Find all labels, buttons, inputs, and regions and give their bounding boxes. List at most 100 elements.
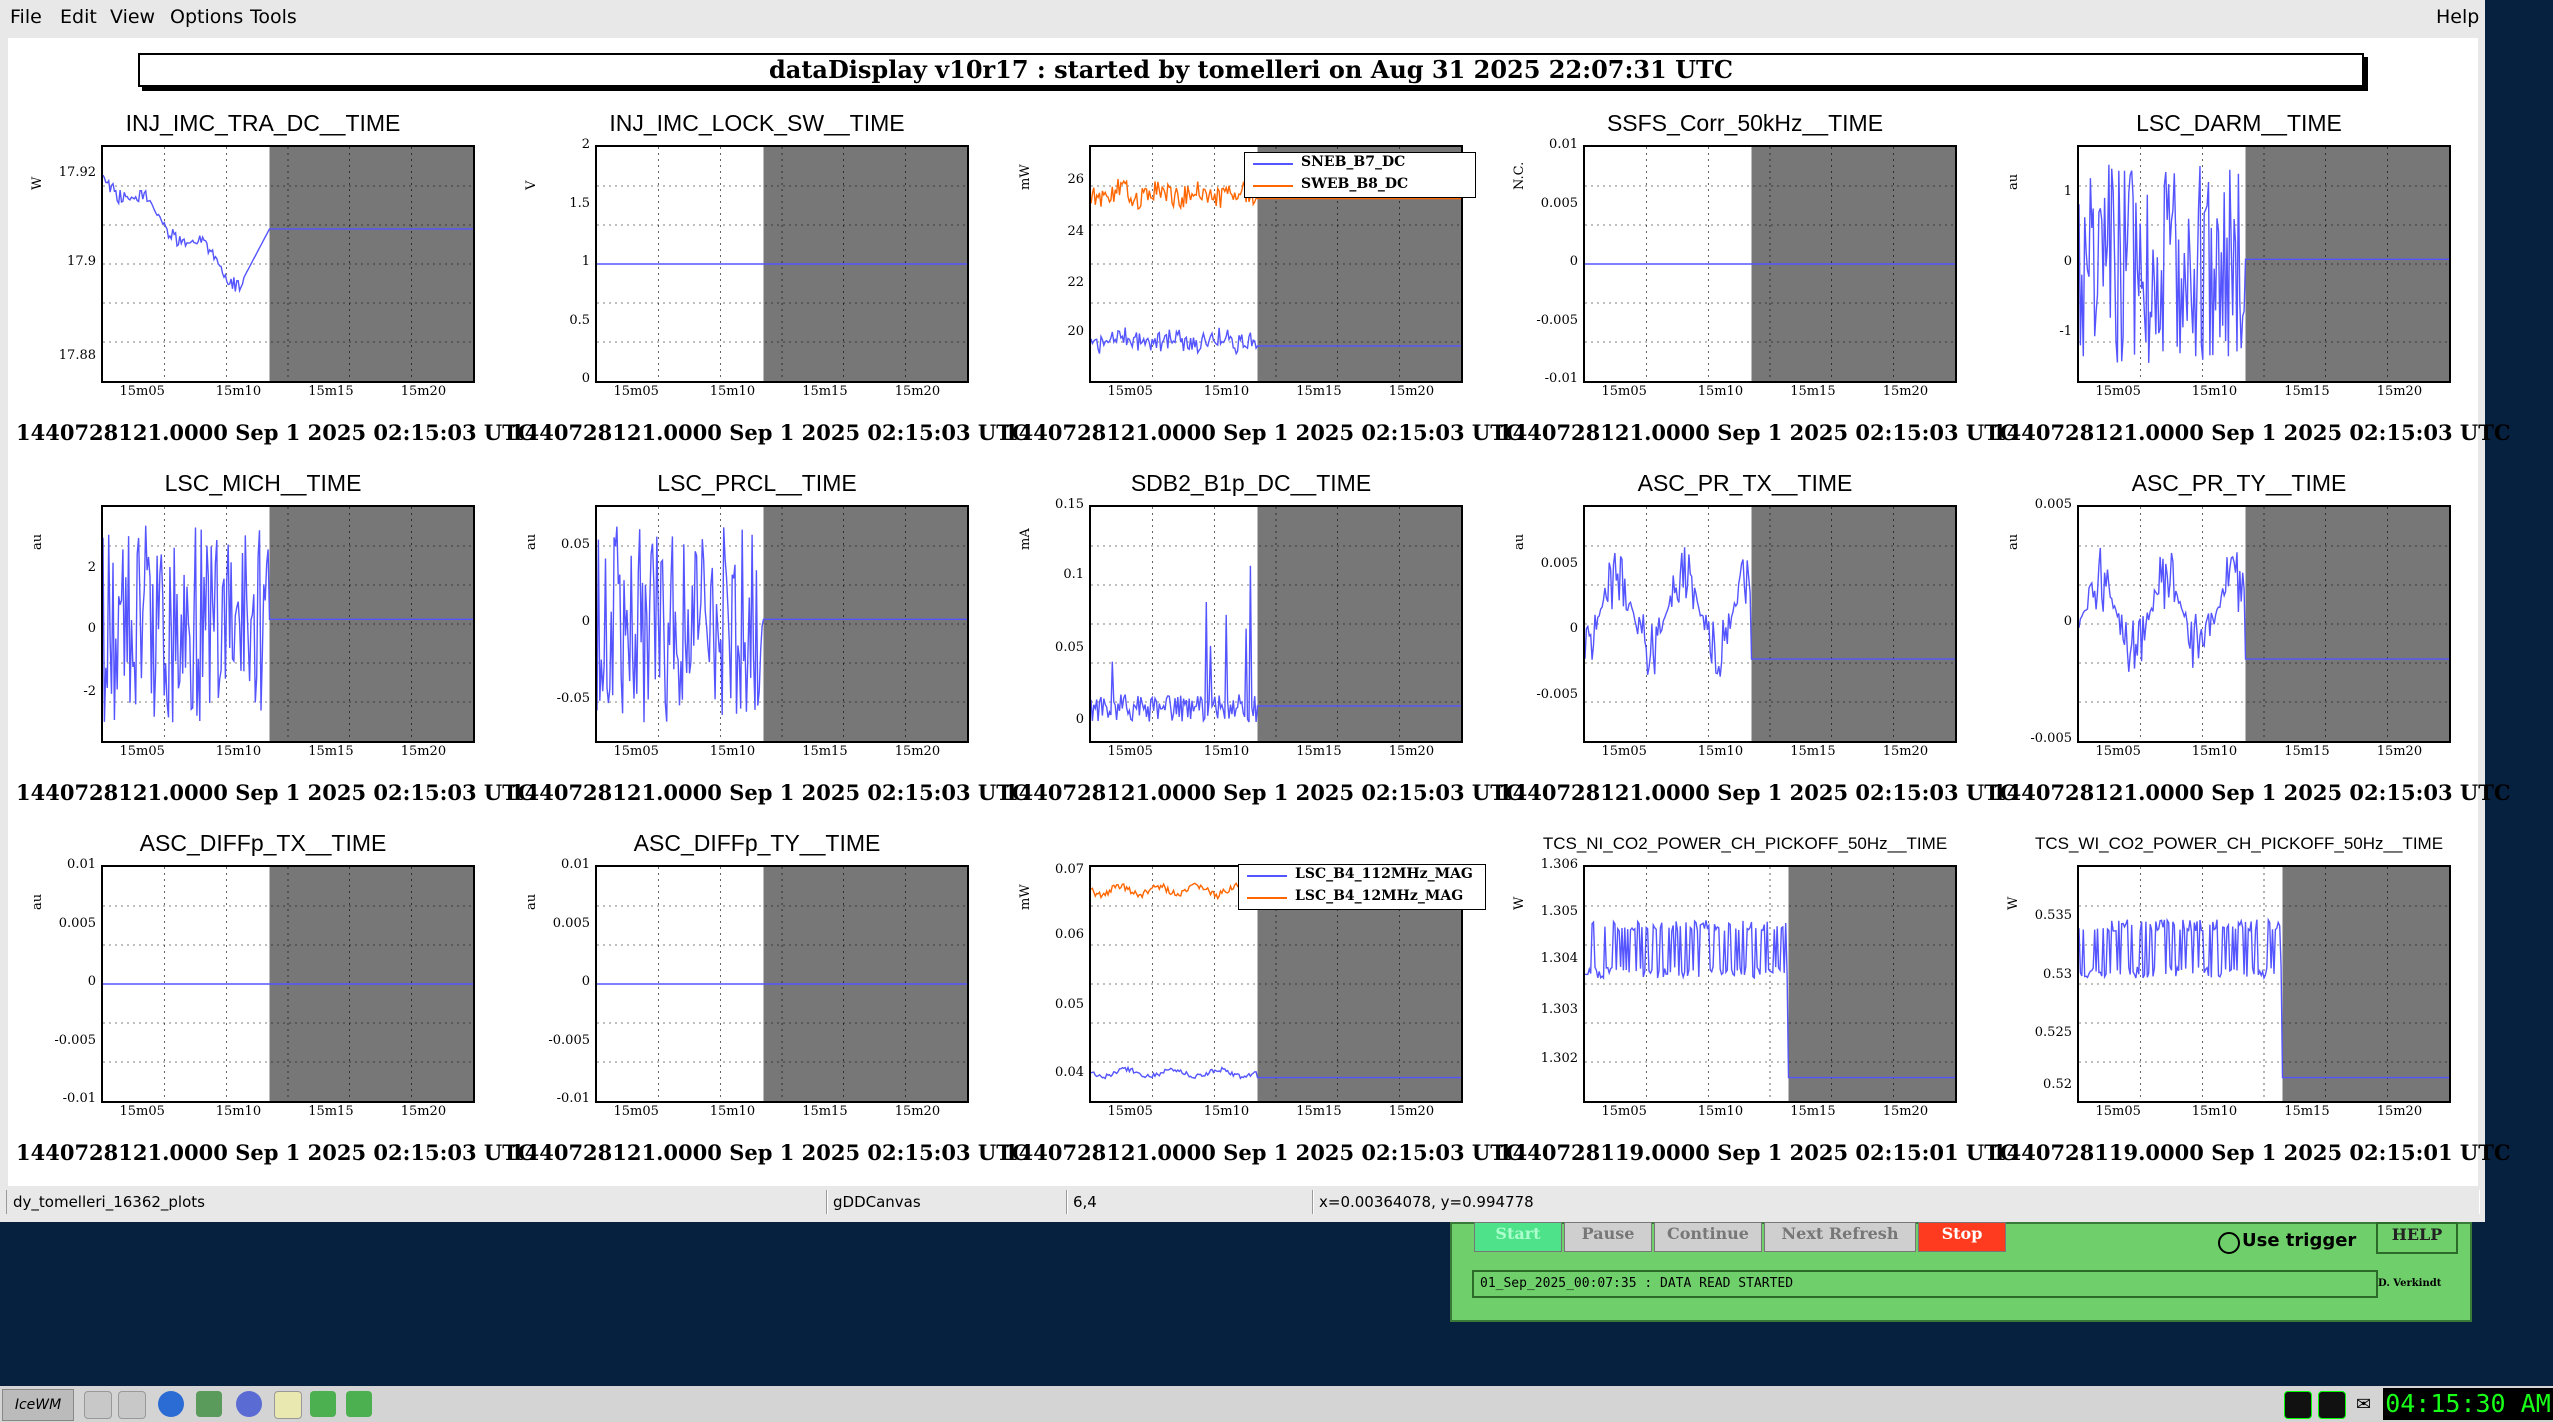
y-tick-label: 0 [581,974,590,989]
globe-icon[interactable] [236,1391,262,1417]
plot-panel[interactable]: SSFS_Corr_50kHz__TIME N.C. 0.01 0.005 0 -0.00… [1498,110,2017,470]
y-tick-label: 0 [87,974,96,989]
plot-frame[interactable] [1089,505,1463,743]
x-tick-label: 15m10 [215,384,262,399]
legend-label: LSC_B4_112MHz_MAG [1295,866,1473,882]
plot-frame[interactable] [595,505,969,743]
plot-panel[interactable]: mW 26 24 22 20 15m05 15m10 15m15 15m20 SNEB_B7_DC… [1004,110,1523,470]
plot-timestamp: 1440728121.0000 Sep 1 2025 02:15:03 UTC [1992,420,2511,445]
tools-icon[interactable] [196,1391,222,1417]
x-tick-label: 15m15 [1790,1104,1836,1119]
y-tick-label: 0.07 [1055,861,1084,877]
plot-frame[interactable] [595,865,969,1103]
plot-frame[interactable] [595,145,969,383]
x-tick-label: 15m20 [1882,384,1929,399]
plot-panel[interactable]: LSC_PRCL__TIME au 0.05 0 -0.05 15m05 15m10 15m1… [510,470,1029,830]
plot-panel[interactable]: INJ_IMC_LOCK_SW__TIME V 2 1.5 1 0.5 0 15m05 15m1… [510,110,1029,470]
pause-button[interactable]: Pause [1564,1222,1652,1252]
y-tick-label: 2 [581,137,590,152]
workspace-1-icon[interactable] [84,1391,112,1419]
plot-frame[interactable] [2077,865,2451,1103]
spreadsheet-icon[interactable] [310,1391,336,1417]
plot-panel[interactable]: LSC_MICH__TIME au 2 0 -2 15m05 15m10 15m15 15m20… [16,470,535,830]
plot-title: LSC_DARM__TIME [2136,110,2342,136]
stop-button[interactable]: Stop [1918,1222,2006,1252]
plot-panel[interactable]: LSC_DARM__TIME au 1 0 -1 15m05 15m10 15m15 15m20… [1992,110,2511,470]
menu-tools[interactable]: Tools [250,6,297,28]
menu-edit[interactable]: Edit [60,6,97,28]
x-tick-label: 15m10 [2191,1104,2238,1119]
status-cursor-coords: x=0.00364078, y=0.994778 [1312,1190,2480,1214]
series-blue-line [1091,327,1461,356]
spreadsheet-2-icon[interactable] [346,1391,372,1417]
plot-frame[interactable] [2077,505,2451,743]
datadisplay-window: File Edit View Options Tools Help dataDi… [0,0,2511,1222]
menu-view[interactable]: View [110,6,156,28]
y-tick-label: 0.005 [2034,497,2072,512]
x-tick-label: 15m15 [1296,1104,1342,1119]
menu-file[interactable]: File [10,6,42,28]
legend-entry: SNEB_B7_DC [1245,153,1475,175]
plot-frame[interactable] [1583,145,1957,383]
x-tick-label: 15m05 [1107,744,1153,759]
status-canvas-name: gDDCanvas [826,1190,1068,1214]
x-tick-label: 15m20 [894,384,941,399]
x-tick-label: 15m05 [119,384,165,399]
plot-panel[interactable]: SDB2_B1p_DC__TIME mA 0.15 0.1 0.05 0 15m05 15m1… [1004,470,1523,830]
plot-area [103,507,473,741]
editor-icon[interactable] [274,1391,302,1419]
x-tick-label: 15m10 [1203,1104,1250,1119]
x-tick-label: 15m20 [2376,744,2423,759]
plot-panel[interactable]: ASC_PR_TY__TIME au 0.005 0 -0.005 15m05 15m10 1… [1992,470,2511,830]
plot-panel[interactable]: ASC_DIFFp_TY__TIME au 0.01 0.005 0 -0.005 -0.0… [510,830,1029,1190]
plot-panel[interactable]: ASC_DIFFp_TX__TIME au 0.01 0.005 0 -0.005 -0.0… [16,830,535,1190]
y-tick-label: 1 [581,254,590,269]
legend-swatch [1247,875,1287,877]
plot-frame[interactable] [101,145,475,383]
plot-timestamp: 1440728121.0000 Sep 1 2025 02:15:03 UTC [16,420,535,445]
mail-icon[interactable]: ✉ [2356,1394,2372,1415]
plot-panel[interactable]: INJ_IMC_TRA_DC__TIME W 17.92 17.9 17.88 15m05… [16,110,535,470]
network-monitor-icon [2318,1391,2346,1419]
plot-panel[interactable]: TCS_NI_CO2_POWER_CH_PICKOFF_50Hz__TIME W 1… [1498,830,2017,1190]
next-refresh-button[interactable]: Next Refresh [1764,1222,1916,1252]
x-tick-label: 15m20 [894,744,941,759]
plot-panel[interactable]: TCS_WI_CO2_POWER_CH_PICKOFF_50Hz__TIME W 0… [1992,830,2511,1190]
workspace-2-icon[interactable] [118,1391,146,1419]
browser-icon[interactable] [158,1391,184,1417]
x-tick-label: 15m15 [308,744,354,759]
status-pad-position: 6,4 [1066,1190,1314,1214]
series-line [103,525,473,723]
help-button[interactable]: HELP [2376,1222,2458,1254]
credit-text: D. Verkindt [2378,1278,2442,1289]
y-tick-label: 2 [87,560,96,576]
y-axis-unit: au [2006,533,2021,550]
continue-button[interactable]: Continue [1654,1222,1762,1252]
y-tick-label: 0.535 [2034,908,2072,924]
plot-frame[interactable] [1583,865,1957,1103]
x-tick-label: 15m20 [400,1104,447,1119]
plot-frame[interactable] [101,505,475,743]
y-axis-unit: au [524,893,539,910]
menu-bar: File Edit View Options Tools Help [0,0,2485,36]
plot-canvas[interactable]: dataDisplay v10r17 : started by tomeller… [8,38,2511,1186]
taskbar: IceWM ✉ 04:15:30 AM [0,1386,2553,1422]
menu-help[interactable]: Help [2436,6,2480,28]
y-tick-label: 1.5 [569,195,590,211]
menu-options[interactable]: Options [170,6,244,28]
x-tick-label: 15m15 [308,384,354,399]
plot-panel[interactable]: ASC_PR_TX__TIME au 0.005 0 -0.005 15m05 15m10 1… [1498,470,2017,830]
plot-panel[interactable]: mW 0.07 0.06 0.05 0.04 15m05 15m10 15m15 15m20 LS… [1004,830,1523,1190]
start-button[interactable]: Start [1474,1222,1562,1252]
plot-frame[interactable] [1583,505,1957,743]
x-tick-label: 15m05 [1601,744,1647,759]
plot-frame[interactable] [101,865,475,1103]
x-tick-label: 15m15 [2284,744,2330,759]
use-trigger-radio[interactable] [2218,1232,2240,1254]
start-menu-logo[interactable]: IceWM [2,1389,74,1421]
y-axis-unit: V [524,180,539,190]
y-tick-label: -2 [83,684,96,700]
y-tick-label: 0.01 [67,857,96,872]
x-tick-label: 15m05 [613,1104,659,1119]
plot-frame[interactable] [2077,145,2451,383]
